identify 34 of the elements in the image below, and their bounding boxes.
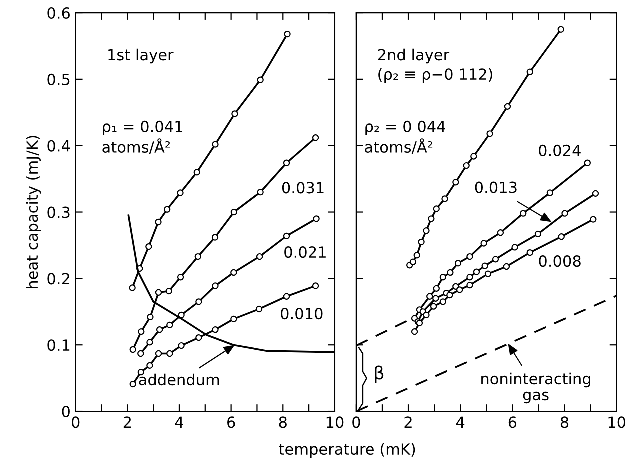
x-tick-label: 4 bbox=[456, 416, 465, 428]
x-tick-label: 0 bbox=[72, 416, 80, 428]
annotation: 0.013 bbox=[475, 182, 517, 194]
x-tick-label: 8 bbox=[279, 416, 287, 428]
x-tick-label: 10 bbox=[326, 416, 344, 428]
series-label: 0.021 bbox=[284, 246, 326, 258]
series-label: 0.010 bbox=[281, 308, 323, 320]
annotation: ρ₂ = 0 044 atoms/Å² bbox=[365, 120, 446, 154]
annotation: 1st layer bbox=[108, 48, 174, 64]
x-tick-label: 4 bbox=[175, 416, 184, 428]
y-axis-title: heat capacity (mJ/K) bbox=[26, 136, 42, 288]
annotation: addendum bbox=[139, 374, 220, 386]
legend-label: 0.024 bbox=[539, 144, 581, 156]
series-label: 0.008 bbox=[539, 256, 581, 268]
annotation: β bbox=[375, 366, 384, 384]
x-tick-label: 2 bbox=[124, 416, 131, 428]
x-tick-label: 0 bbox=[352, 416, 360, 428]
y-tick-label: 0.2 bbox=[48, 273, 70, 285]
x-tick-label: 6 bbox=[228, 416, 236, 428]
y-tick-label: 0.4 bbox=[48, 140, 70, 152]
x-tick-label: 2 bbox=[404, 416, 412, 428]
y-tick-label: 0.1 bbox=[48, 340, 70, 352]
y-tick-label: 0 bbox=[62, 406, 70, 418]
x-axis-title: temperature (mK) bbox=[279, 443, 416, 458]
x-tick-label: 10 bbox=[608, 416, 626, 428]
annotation: 2nd layer (ρ₂ ≡ ρ−0 112) bbox=[378, 48, 492, 84]
y-tick-label: 0.5 bbox=[48, 74, 70, 86]
annotation: ρ₁ = 0.041 atoms/Å² bbox=[102, 120, 182, 154]
x-tick-label: 8 bbox=[560, 416, 569, 428]
y-tick-label: 0.6 bbox=[48, 7, 70, 20]
series-label: 0.031 bbox=[282, 182, 324, 194]
annotation: noninteracting gas bbox=[482, 372, 590, 404]
y-tick-label: 0.3 bbox=[48, 206, 70, 218]
x-tick-label: 6 bbox=[508, 416, 517, 428]
